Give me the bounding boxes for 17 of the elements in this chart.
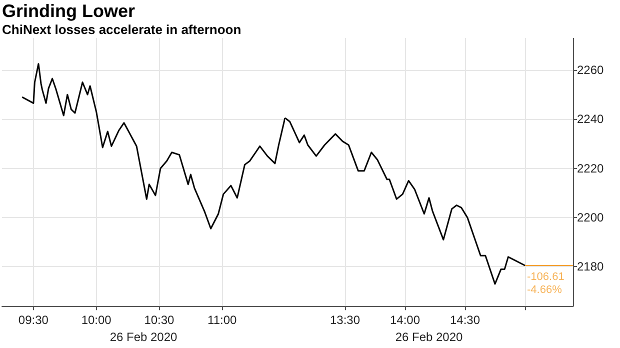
x-tick-label: 09:30 [18, 313, 49, 328]
x-axis-title: 26 Feb 2020 [395, 330, 464, 344]
y-tick-label: 2220 [577, 161, 604, 176]
x-axis-title: 26 Feb 2020 [110, 330, 178, 344]
y-tick-label: 2260 [577, 62, 604, 77]
chart-subtitle: ChiNext losses accelerate in afternoon [2, 22, 242, 37]
y-tick-label: 2180 [577, 260, 604, 274]
x-tick-label: 13:30 [330, 313, 360, 328]
x-tick-label: 11:00 [208, 313, 238, 328]
x-tick-label: 10:30 [144, 313, 175, 328]
chart-title: Grinding Lower [2, 1, 135, 22]
annotation: -106.61 -4.66% [527, 271, 564, 296]
x-tick-label: 14:00 [390, 313, 420, 328]
x-tick-label: 14:30 [450, 313, 480, 328]
y-tick-label: 2200 [577, 210, 604, 225]
y-tick-label: 2240 [577, 112, 604, 126]
x-tick-label: 10:00 [81, 313, 112, 328]
